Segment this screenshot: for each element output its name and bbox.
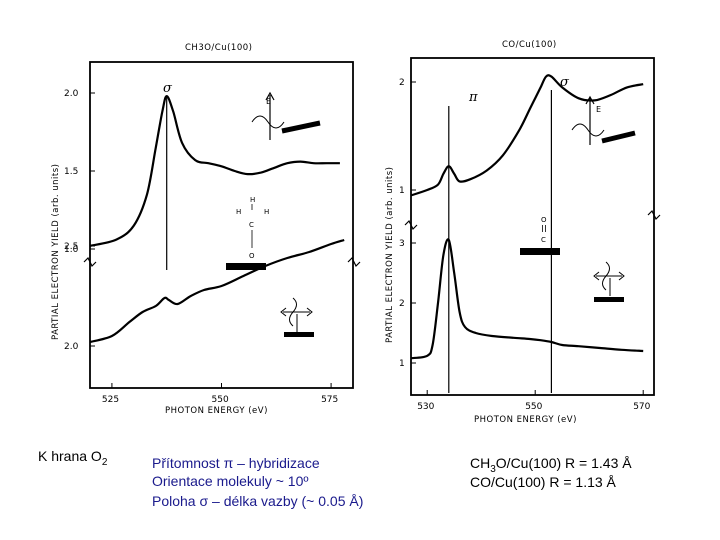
right-axis-break	[404, 219, 418, 231]
left-substrate-bar	[226, 263, 266, 270]
right-y-tick-label-upper-1: 2	[399, 78, 405, 88]
right-x-tick-label-2: 570	[633, 402, 650, 412]
left-axis-break	[83, 256, 97, 268]
finding-line-1: Přítomnost π – hybridizace	[152, 455, 320, 471]
bond-length-ch3o-prefix: CH	[470, 455, 491, 471]
left-polarization-schematic-lower	[280, 297, 314, 337]
bond-length-ch3o-subscript: 3	[490, 463, 496, 475]
right-y-tick-label-lower-2: 3	[399, 239, 405, 249]
right-upper-spectrum-line	[410, 74, 644, 197]
right-y-ticks: 1 2 1 2 3	[399, 78, 416, 369]
mol-co-o: O	[541, 216, 547, 224]
bond-length-co: CO/Cu(100) R = 1.13 Å	[470, 474, 616, 490]
edge-caption: K hrana O2	[38, 447, 107, 472]
left-x-tick-label-2: 575	[321, 395, 338, 405]
right-y-tick-label-lower-1: 2	[399, 299, 405, 309]
left-sigma-label: σ	[163, 81, 173, 96]
right-substrate-bar	[520, 248, 560, 255]
left-x-ticks: 525 550 575	[102, 383, 338, 405]
left-chart-title: CH3O/Cu(100)	[185, 43, 252, 53]
right-polarization-schematic-lower	[593, 261, 625, 302]
right-x-tick-label-0: 530	[417, 402, 434, 412]
right-chart-title: CO/Cu(100)	[502, 40, 557, 50]
left-y-axis-label: PARTIAL ELECTRON YIELD (arb. units)	[51, 164, 61, 340]
left-polarization-schematic-upper: E	[251, 91, 321, 140]
bond-length-ch3o: CH3O/Cu(100) R = 1.43 Å	[470, 454, 632, 479]
left-x-axis-label: PHOTON ENERGY (eV)	[165, 406, 268, 416]
mol-h-top: H	[250, 196, 255, 204]
mol-h-left: H	[236, 208, 241, 216]
mol-co-c: C	[541, 236, 546, 244]
left-lower-spectrum-line	[89, 238, 345, 344]
right-plot-frame	[410, 57, 655, 396]
edge-caption-subscript: 2	[101, 456, 108, 468]
left-y-tick-label-upper-2: 2.0	[64, 89, 79, 99]
right-chart: CO/Cu(100) PARTIAL ELECTRON YIELD (arb. …	[385, 40, 661, 425]
mol-c: C	[249, 221, 254, 229]
right-x-ticks: 530 550 570	[417, 390, 651, 412]
left-y-tick-label-upper-1: 1.5	[64, 167, 78, 177]
left-y-tick-label-lower-0: 2.0	[64, 342, 79, 352]
right-axis-break-right	[647, 209, 661, 221]
right-y-tick-label-upper-0: 1	[399, 186, 405, 196]
right-lower-spectrum-line	[410, 238, 644, 360]
left-y-tick-label-upper-0: 1.0	[64, 245, 79, 255]
right-x-tick-label-1: 550	[525, 402, 542, 412]
finding-line-2: Orientace molekuly ~ 10º	[152, 473, 309, 489]
left-plot-frame	[89, 61, 354, 389]
mol-h-right: H	[264, 208, 269, 216]
right-y-tick-label-lower-0: 1	[399, 359, 405, 369]
left-chart: CH3O/Cu(100) PARTIAL ELECTRON YIELD (arb…	[51, 43, 361, 416]
svg-text:E: E	[266, 97, 271, 106]
finding-line-3: Poloha σ – délka vazby (~ 0.05 Å)	[152, 493, 364, 509]
co-molecule-sketch: O C	[520, 216, 560, 255]
bond-length-ch3o-suffix: O/Cu(100) R = 1.43 Å	[495, 455, 632, 471]
left-axis-break-right	[347, 256, 361, 268]
right-y-axis-label: PARTIAL ELECTRON YIELD (arb. units)	[385, 167, 395, 343]
left-upper-spectrum-line	[89, 94, 340, 247]
right-polarization-schematic-upper: E	[571, 95, 636, 145]
methoxy-molecule-sketch: H H C H O	[226, 196, 269, 270]
edge-caption-text: K hrana O	[38, 448, 102, 464]
left-x-tick-label-0: 525	[102, 395, 119, 405]
right-x-axis-label: PHOTON ENERGY (eV)	[474, 415, 577, 425]
right-pi-label: π	[468, 90, 478, 105]
right-sigma-label: σ	[560, 75, 570, 90]
left-x-tick-label-1: 550	[212, 395, 229, 405]
svg-text:E: E	[596, 105, 601, 114]
left-y-tick-label-lower-1: 2.5	[64, 242, 78, 252]
mol-o: O	[249, 252, 255, 260]
